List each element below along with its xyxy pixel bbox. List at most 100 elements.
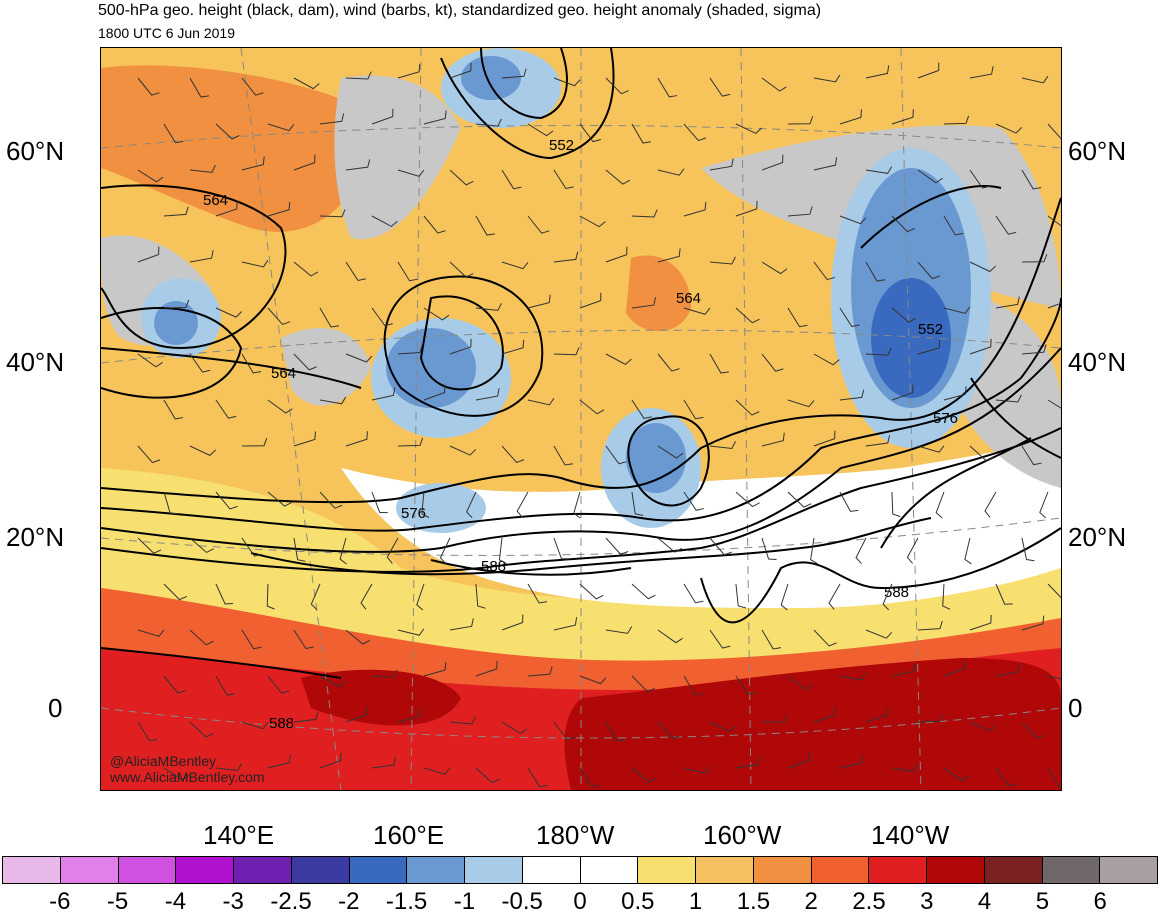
wind-barb <box>709 537 732 556</box>
wind-barb <box>475 583 486 609</box>
wind-barb <box>1047 399 1061 409</box>
wind-barb <box>163 399 184 420</box>
wind-barb <box>1047 675 1061 680</box>
wind-barb <box>293 77 320 90</box>
colorbar-tick-label: 0.5 <box>621 888 655 915</box>
wind-barb <box>1021 75 1049 84</box>
wind-barb <box>891 491 901 518</box>
contour-label-588-southwest: 588 <box>269 715 294 732</box>
wind-barb <box>1021 445 1042 466</box>
wind-barb <box>267 675 290 694</box>
wind-barb <box>137 353 163 368</box>
wind-barb <box>657 248 681 263</box>
wind-barb <box>498 537 507 565</box>
wind-barb <box>189 353 211 373</box>
wind-barb <box>995 123 1023 134</box>
wind-barb <box>605 537 629 555</box>
colorbar-swatch <box>118 857 177 883</box>
wind-barb <box>579 675 607 685</box>
wind-barb <box>319 675 346 688</box>
colorbar-tick-label: 2.5 <box>852 888 886 915</box>
wind-barb <box>516 491 529 518</box>
wind-barb <box>891 663 916 677</box>
wind-barb <box>787 491 812 508</box>
wind-barb <box>319 307 340 328</box>
lon-label-160e: 160°E <box>373 820 445 850</box>
colorbar-swatch <box>753 857 812 883</box>
wind-barb <box>475 767 500 784</box>
wind-barb <box>501 68 527 79</box>
wind-barb <box>449 338 472 355</box>
wind-barb <box>761 353 784 372</box>
wind-barb <box>241 629 262 650</box>
wind-barb <box>813 353 840 366</box>
colorbar-swatch <box>60 857 119 883</box>
wind-barb <box>137 537 162 554</box>
wind-barb <box>969 614 992 631</box>
wind-barb <box>501 339 525 355</box>
wind-barb <box>943 386 967 401</box>
wind-barb <box>1039 491 1049 519</box>
wind-barb <box>189 250 214 263</box>
wind-barb <box>1047 583 1061 599</box>
wind-barb <box>293 629 314 650</box>
wind-barb <box>657 168 685 176</box>
wind-barb <box>995 664 1020 677</box>
map-title: 500-hPa geo. height (black, dam), wind (… <box>98 2 822 19</box>
wind-barb <box>397 437 424 447</box>
wind-barb <box>1021 537 1035 562</box>
wind-barb <box>423 215 446 234</box>
wind-barb <box>709 256 736 265</box>
colorbar-swatch <box>1042 857 1101 883</box>
wind-barb <box>163 123 184 144</box>
wind-barb <box>605 77 629 95</box>
wind-barb <box>942 583 951 610</box>
wind-barb <box>605 353 632 365</box>
wind-barb <box>683 201 707 217</box>
wind-barb <box>423 767 451 775</box>
wind-barb <box>709 441 736 450</box>
colorbar-tick-label: 2 <box>804 888 818 915</box>
wind-barb <box>605 246 628 263</box>
wind-barb <box>683 675 704 696</box>
wind-barb <box>917 339 941 355</box>
colorbar-swatch <box>522 857 581 883</box>
contour-label-588-central: 588 <box>481 558 506 575</box>
wind-barb <box>891 384 914 401</box>
wind-barb <box>605 721 625 742</box>
wind-barb <box>709 77 731 97</box>
wind-barb <box>137 77 160 96</box>
wind-barb <box>579 215 606 228</box>
colorbar-tick-label: -5 <box>106 888 129 915</box>
wind-barb <box>475 215 495 236</box>
wind-barb <box>466 491 477 519</box>
wind-barb <box>683 307 711 315</box>
wind-barb <box>266 583 275 610</box>
anomaly-map-svg: 552 552 564 564 564 576 576 588 588 588 <box>101 48 1061 790</box>
wind-barb <box>137 721 158 742</box>
contour-label-552-north: 552 <box>549 137 574 154</box>
wind-barb <box>657 445 684 459</box>
wind-barb <box>1047 215 1061 227</box>
wind-barb <box>267 307 291 326</box>
wind-barb <box>735 399 760 416</box>
wind-barb <box>935 491 945 519</box>
wind-barb <box>813 157 838 171</box>
colorbar-swatch <box>3 857 61 883</box>
wind-barb <box>787 675 813 690</box>
wind-barb <box>1021 721 1045 739</box>
colorbar-tick-label: 3 <box>920 888 934 915</box>
colorbar-tick-label: -0.5 <box>501 888 543 915</box>
wind-barb <box>865 347 892 356</box>
wind-barb <box>371 307 393 327</box>
wind-barb <box>579 292 602 309</box>
contour-label-564-japan: 564 <box>271 365 296 382</box>
wind-barb <box>657 353 680 372</box>
wind-barb <box>605 626 633 634</box>
wind-barb <box>631 297 657 309</box>
wind-barb <box>215 200 238 217</box>
wind-barb <box>1021 169 1042 190</box>
wind-barb <box>683 583 704 604</box>
wind-barb <box>917 445 945 453</box>
wind-barb <box>319 396 347 405</box>
